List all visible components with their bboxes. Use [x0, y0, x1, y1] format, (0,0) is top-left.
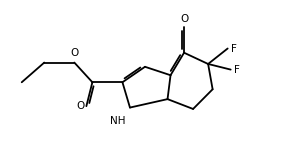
Text: O: O	[70, 48, 79, 58]
Text: F: F	[231, 43, 237, 54]
Text: F: F	[234, 65, 240, 75]
Text: O: O	[180, 14, 188, 24]
Text: NH: NH	[110, 116, 125, 126]
Text: O: O	[77, 101, 85, 111]
